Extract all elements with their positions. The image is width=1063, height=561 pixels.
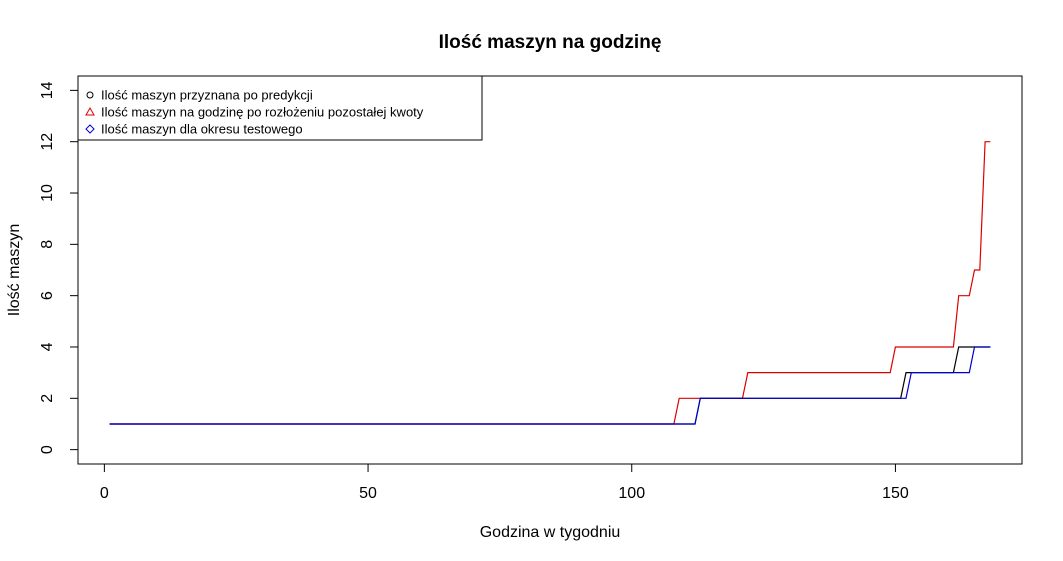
y-tick-label: 10 — [39, 184, 56, 202]
y-tick-label: 12 — [39, 133, 56, 151]
series-layer — [109, 141, 991, 425]
series-line-1 — [109, 346, 991, 425]
x-axis: 0 50 100 150 — [100, 463, 909, 502]
legend-marker-3 — [85, 124, 95, 134]
y-tick-label: 2 — [39, 394, 56, 403]
legend-marker-1 — [86, 91, 94, 99]
y-axis: 0 2 4 6 8 10 12 14 — [39, 81, 79, 454]
legend: Ilość maszyn przyznana po predykcji Ilość… — [77, 75, 483, 141]
chart-title: Ilość maszyn na godzinę — [439, 32, 662, 53]
y-tick-label: 0 — [39, 445, 56, 454]
x-axis-label: Godzina w tygodniu — [480, 524, 621, 541]
y-tick-label: 4 — [39, 342, 56, 351]
x-tick-label: 50 — [359, 485, 377, 502]
legend-marker-2 — [85, 106, 95, 116]
y-tick-label: 6 — [39, 291, 56, 300]
series-line-2 — [109, 141, 991, 425]
y-axis-label: Ilość maszyn — [6, 224, 23, 316]
y-tick-label: 8 — [39, 240, 56, 249]
legend-label-3: Ilość maszyn dla okresu testowego — [101, 122, 303, 137]
series-line-3 — [109, 346, 991, 425]
x-tick-label: 100 — [618, 485, 645, 502]
x-tick-label: 150 — [882, 485, 909, 502]
y-tick-label: 14 — [39, 81, 56, 99]
x-tick-label: 0 — [100, 485, 109, 502]
legend-label-1: Ilość maszyn przyznana po predykcji — [101, 88, 313, 103]
legend-box — [77, 75, 483, 141]
legend-label-2: Ilość maszyn na godzinę po rozłożeniu po… — [101, 105, 424, 120]
